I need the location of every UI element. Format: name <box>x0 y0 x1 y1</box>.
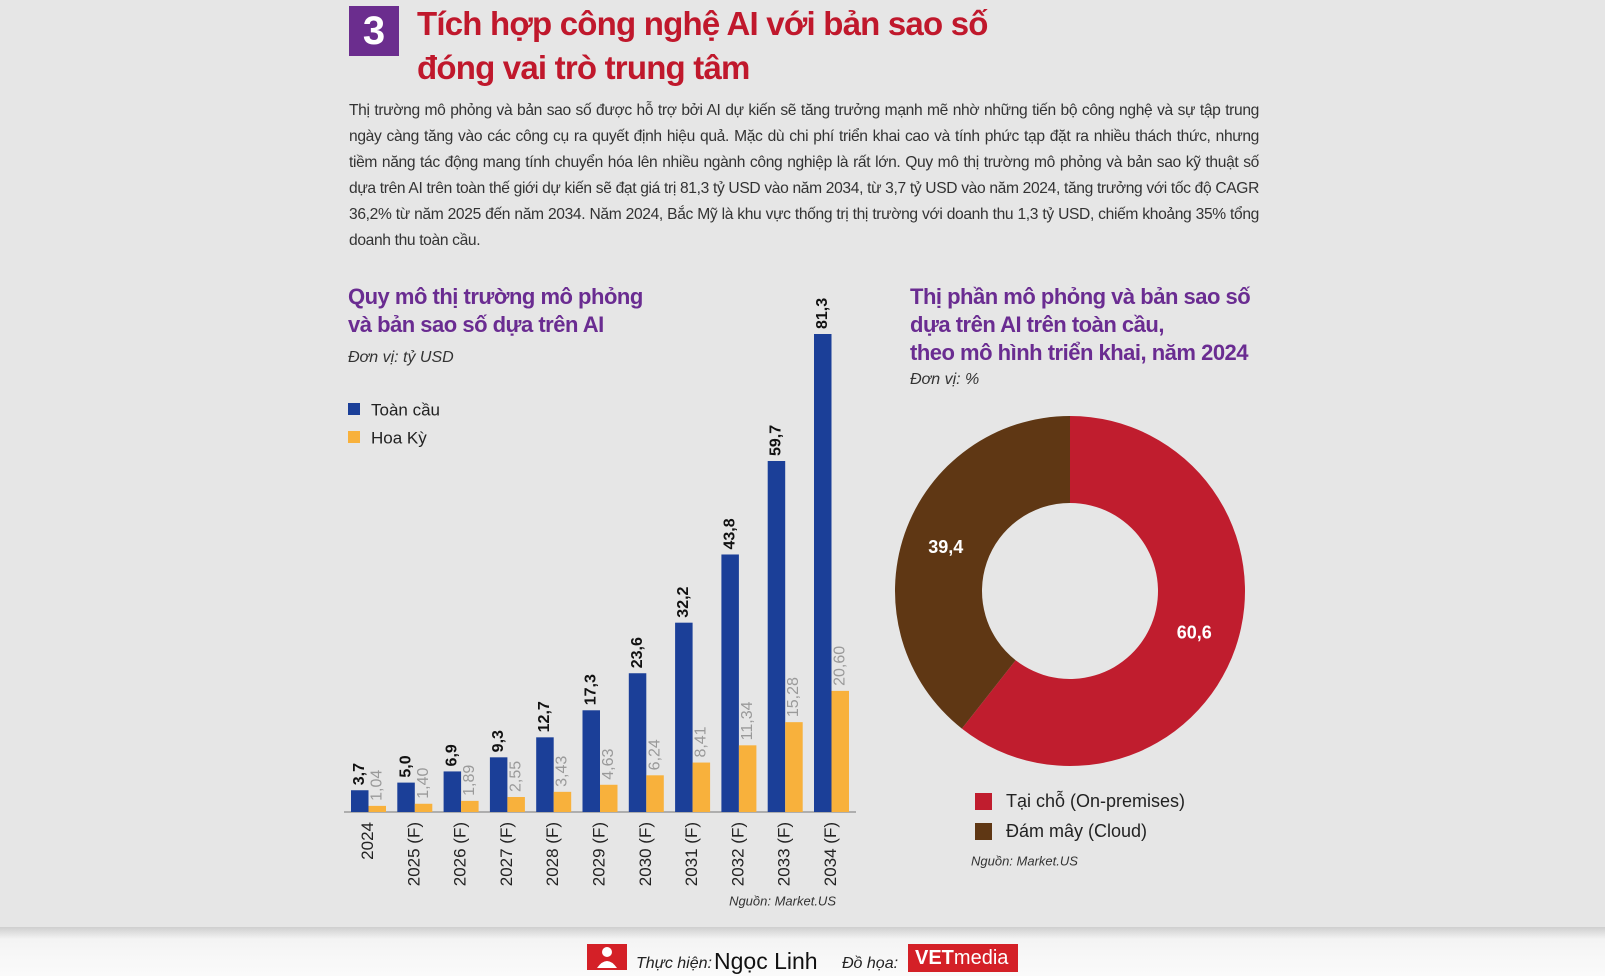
value-label: 6,9 <box>444 744 461 766</box>
bar <box>397 782 415 812</box>
value-label: 1,04 <box>368 770 385 801</box>
logo-light: media <box>954 947 1009 969</box>
value-label: 2,55 <box>507 761 524 792</box>
footer-graphics-label: Đồ họa: <box>842 955 898 972</box>
x-tick-label: 2026 (F) <box>451 822 470 886</box>
x-tick-label: 2028 (F) <box>543 822 562 886</box>
legend-label: Hoa Kỳ <box>371 428 427 447</box>
footer-by: Ngọc Linh <box>714 948 818 974</box>
legend-swatch <box>348 403 360 415</box>
bar <box>351 790 369 812</box>
bar <box>536 737 554 812</box>
value-label: 5,0 <box>397 755 414 777</box>
value-label: 8,41 <box>693 726 710 757</box>
author-icon-body <box>597 961 617 968</box>
bar <box>461 800 479 812</box>
x-tick-label: 2024 <box>358 822 377 860</box>
bar <box>646 775 664 812</box>
section-title: Tích hợp công nghệ AI với bản sao số đón… <box>417 2 988 90</box>
title-line: đóng vai trò trung tâm <box>417 49 750 86</box>
value-label: 59,7 <box>768 425 785 456</box>
chart-subtitle: Đơn vị: % <box>910 371 979 388</box>
value-label: 1,40 <box>415 768 432 799</box>
value-label: 3,43 <box>554 756 571 787</box>
legend-label: Tại chỗ (On-premises) <box>1006 790 1185 811</box>
value-label: 20,60 <box>831 646 848 686</box>
legend-label: Toàn cầu <box>371 400 440 419</box>
chart-subtitle: Đơn vị: tỷ USD <box>348 349 454 366</box>
value-label: 1,89 <box>461 765 478 796</box>
x-tick-label: 2030 (F) <box>636 822 655 886</box>
logo: VETmedia <box>915 947 1009 969</box>
value-label: 9,3 <box>490 730 507 752</box>
value-label: 23,6 <box>629 637 646 668</box>
value-label: 3,7 <box>351 763 368 785</box>
value-label: 17,3 <box>582 674 599 705</box>
author-icon-head <box>602 947 612 957</box>
x-tick-label: 2032 (F) <box>728 822 747 886</box>
bar <box>414 803 433 812</box>
title-line: Tích hợp công nghệ AI với bản sao số <box>417 5 988 42</box>
value-label: 11,34 <box>739 701 756 740</box>
value-label: 32,2 <box>675 586 692 617</box>
legend-swatch <box>975 823 992 840</box>
value-label: 6,24 <box>646 739 663 770</box>
bar <box>785 722 803 812</box>
chart-title: theo mô hình triển khai, năm 2024 <box>910 340 1249 365</box>
bar <box>443 771 462 812</box>
bar <box>721 554 739 812</box>
bar <box>489 757 508 812</box>
value-label: 15,28 <box>785 677 802 717</box>
legend-label: Đám mây (Cloud) <box>1006 821 1147 841</box>
slice <box>895 416 1070 729</box>
bar <box>814 334 832 812</box>
bar <box>831 690 849 812</box>
logo-box <box>908 944 1018 972</box>
chart-title: Quy mô thị trường mô phỏng <box>348 284 643 309</box>
footer-by-label: Thực hiện: <box>636 955 712 972</box>
bar <box>628 673 647 812</box>
value-label: 43,8 <box>721 518 738 549</box>
bar <box>600 784 618 812</box>
legend-swatch <box>975 793 992 810</box>
bar <box>507 797 525 812</box>
bar <box>582 710 600 812</box>
bar <box>738 745 757 812</box>
source: Nguồn: Market.US <box>971 853 1078 868</box>
slice-label: 60,6 <box>1177 623 1212 643</box>
chart-title: dựa trên AI trên toàn cầu, <box>910 312 1164 337</box>
bar <box>675 622 693 812</box>
source: Nguồn: Market.US <box>729 893 836 908</box>
footer-band <box>0 927 1605 976</box>
x-tick-label: 2029 (F) <box>589 822 608 886</box>
x-tick-label: 2031 (F) <box>682 822 701 886</box>
logo-bold: VET <box>915 947 954 969</box>
x-tick-label: 2027 (F) <box>497 822 516 886</box>
bar <box>692 762 711 812</box>
value-label: 81,3 <box>814 298 831 329</box>
x-tick-label: 2034 (F) <box>821 822 840 886</box>
chart-title: Thị phần mô phỏng và bản sao số <box>910 284 1250 309</box>
slice <box>961 416 1245 767</box>
x-tick-label: 2025 (F) <box>404 822 423 886</box>
x-tick-label: 2033 (F) <box>775 822 794 886</box>
slice-label: 39,4 <box>928 537 963 557</box>
value-label: 12,7 <box>536 701 553 732</box>
chart-title: và bản sao số dựa trên AI <box>348 312 604 337</box>
legend-swatch <box>348 431 360 443</box>
section-number: 3 <box>349 6 399 56</box>
bar <box>368 805 386 812</box>
paragraph: Thị trường mô phỏng và bản sao số được h… <box>349 102 1259 249</box>
value-label: 4,63 <box>600 749 617 780</box>
bar <box>553 791 572 812</box>
bar <box>767 460 786 812</box>
